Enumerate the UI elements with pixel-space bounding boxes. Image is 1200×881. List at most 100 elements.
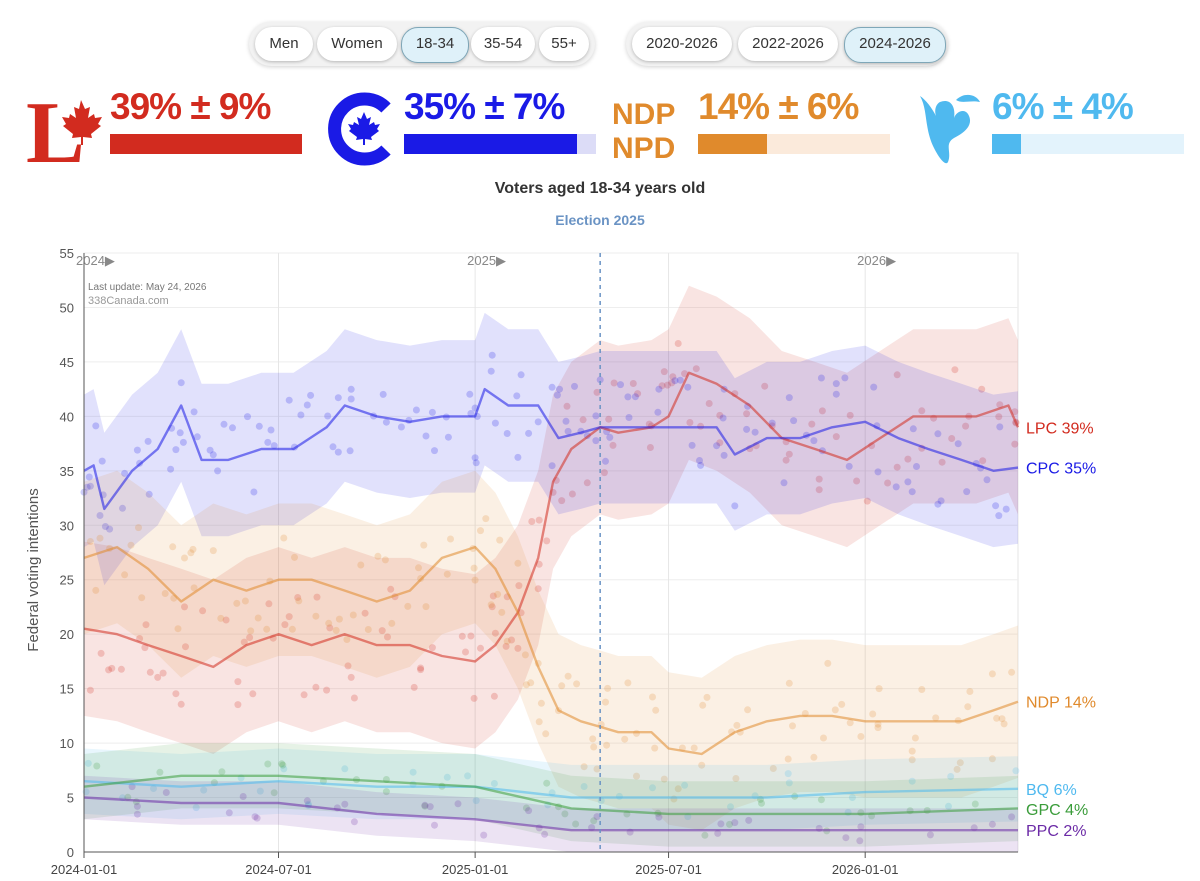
ppc-poll-dot <box>926 831 934 839</box>
ndp-poll-dot <box>874 724 882 732</box>
y-tick-label: 10 <box>60 736 74 751</box>
lpc-poll-dot <box>716 439 724 447</box>
ppc-poll-dot <box>341 800 349 808</box>
ndp-poll-dot <box>733 721 741 729</box>
cpc-poll-dot <box>514 453 522 461</box>
ndp-poll-dot <box>247 627 255 635</box>
ndp-poll-dot <box>573 680 581 688</box>
gpc-poll-dot <box>561 810 569 818</box>
cpc-poll-dot <box>307 391 315 399</box>
ndp-poll-dot <box>593 765 601 773</box>
ppc-poll-dot <box>525 807 533 815</box>
bq-poll-dot <box>580 783 588 790</box>
lpc-poll-dot <box>108 664 116 672</box>
cpc-poll-dot <box>751 428 759 436</box>
cpc-poll-dot <box>832 390 840 398</box>
cpc-poll-dot <box>297 411 305 419</box>
cpc-poll-dot <box>86 482 94 490</box>
lpc-poll-dot <box>326 624 334 632</box>
source-note: 338Canada.com <box>88 295 169 307</box>
cpc-poll-dot <box>617 381 624 389</box>
ndp-poll-dot <box>522 681 530 689</box>
ndp-poll-dot <box>824 659 832 667</box>
lpc-poll-dot <box>579 416 587 424</box>
cpc-poll-dot <box>810 437 818 445</box>
filter-55plus[interactable]: 55+ <box>539 27 589 61</box>
filter-women[interactable]: Women <box>317 27 397 61</box>
bq-share: 6% ± 4% <box>992 86 1134 127</box>
lpc-poll-dot <box>222 616 230 624</box>
lpc-poll-dot <box>234 678 242 686</box>
cpc-trend-line[interactable] <box>83 387 1019 511</box>
lpc-poll-dot <box>669 373 677 381</box>
ndp-poll-dot <box>335 615 343 623</box>
filter-2024-2026[interactable]: 2024-2026 <box>844 27 946 63</box>
cpc-poll-dot <box>270 442 278 450</box>
ndp-poll-dot <box>174 625 182 633</box>
ndp-poll-dot <box>703 693 711 701</box>
cpc-poll-dot <box>471 454 479 462</box>
bq-poll-dot <box>681 781 689 789</box>
ndp-trend-line[interactable] <box>83 545 1019 756</box>
lpc-poll-dot <box>265 600 273 608</box>
lpc-poll-dot <box>142 621 150 629</box>
lpc-poll-dot <box>692 365 700 373</box>
x-tick-label: 2024-07-01 <box>245 862 312 877</box>
lpc-poll-dot <box>534 585 542 593</box>
gpc-poll-dot <box>971 800 979 808</box>
filter-2020-2026[interactable]: 2020-2026 <box>632 27 732 61</box>
bq-poll-dot <box>727 803 734 811</box>
lpc-poll-dot <box>417 666 425 674</box>
filter-35-54[interactable]: 35-54 <box>471 27 535 61</box>
lpc-poll-dot <box>815 475 823 483</box>
ndp-poll-dot <box>127 541 135 549</box>
lpc-poll-dot <box>350 694 358 702</box>
ppc-confidence-band <box>84 775 1018 852</box>
period-filter-group: 2020-2026 2022-2026 2024-2026 <box>626 22 948 66</box>
cpc-poll-dot <box>347 385 355 393</box>
y-tick-label: 30 <box>60 518 74 533</box>
bq-poll-dot <box>150 785 157 792</box>
lpc-poll-dot <box>528 518 536 525</box>
cpc-poll-dot <box>324 412 332 420</box>
ndp-poll-dot <box>918 686 926 693</box>
ndp-poll-dot <box>233 599 241 607</box>
cpc-poll-dot <box>177 379 185 387</box>
ndp-poll-dot <box>698 761 706 769</box>
cpc-share-bar-fill <box>404 134 577 154</box>
bq-poll-dot <box>848 794 856 801</box>
ndp-poll-dot <box>503 637 511 645</box>
ndp-poll-dot <box>349 611 357 619</box>
lpc-poll-dot <box>361 609 369 617</box>
gpc-trend-line[interactable] <box>83 774 1019 816</box>
ndp-poll-dot <box>674 785 682 793</box>
filter-men[interactable]: Men <box>255 27 313 61</box>
cpc-share-bar <box>404 134 596 154</box>
ppc-poll-dot <box>1008 813 1016 821</box>
maple-leaf-icon <box>62 100 102 145</box>
ndp-poll-dot <box>280 534 288 542</box>
cpc-poll-dot <box>785 394 793 402</box>
ndp-poll-dot <box>589 735 597 743</box>
party-summary-cpc: 35% ± 7% <box>324 86 604 168</box>
ndp-poll-dot <box>908 756 916 764</box>
election-label[interactable]: Election 2025 <box>555 212 645 228</box>
gpc-poll-dot <box>156 768 164 776</box>
lpc-poll-dot <box>995 413 1003 421</box>
ppc-trend-line[interactable] <box>83 796 1018 832</box>
lpc-trend-line[interactable] <box>83 371 1020 669</box>
ndp-poll-dot <box>209 547 217 555</box>
maple-leaf-icon <box>348 112 380 145</box>
ppc-poll-dot <box>988 820 996 828</box>
lpc-poll-dot <box>384 633 391 641</box>
cpc-poll-dot <box>214 467 222 475</box>
ndp-poll-dot <box>422 603 430 611</box>
ndp-poll-dot <box>993 714 1001 722</box>
ndp-poll-dot <box>580 763 588 771</box>
filter-2022-2026[interactable]: 2022-2026 <box>738 27 838 61</box>
cpc-share: 35% ± 7% <box>404 86 565 127</box>
series-labels: LPC 39% CPC 35% NDP 14% BQ 6% GPC 4% PPC 2% <box>1026 420 1096 840</box>
cpc-poll-dot <box>720 451 728 459</box>
bq-trend-line[interactable] <box>83 780 1019 799</box>
filter-18-34[interactable]: 18-34 <box>401 27 469 63</box>
